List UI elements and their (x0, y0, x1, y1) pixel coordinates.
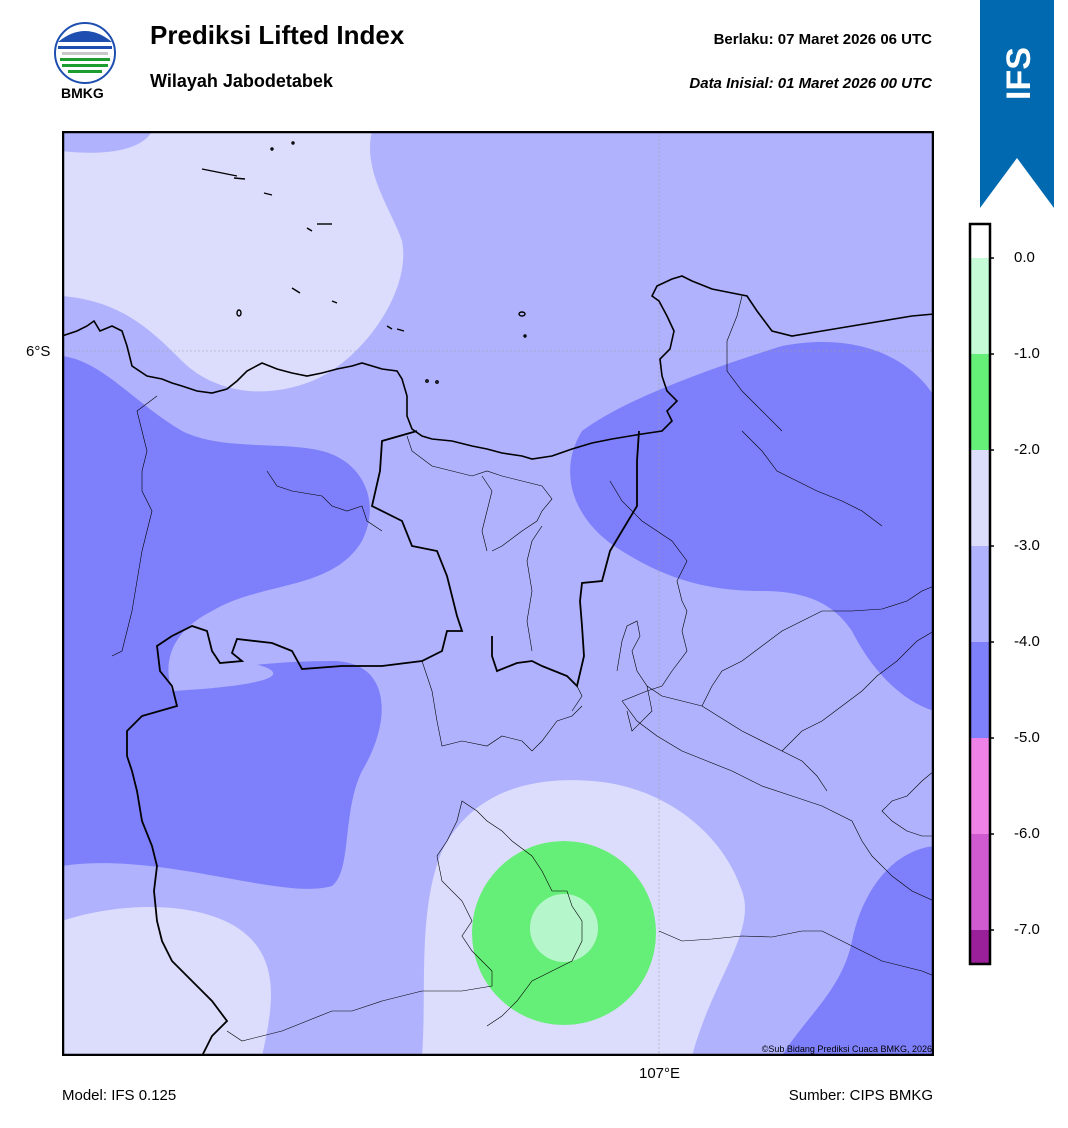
field-minus2-minus3-core (530, 894, 598, 962)
regency-boundaries (111, 295, 934, 1042)
colorbar-tick-label: -2.0 (1014, 441, 1040, 458)
field-above-minus3-southwest (62, 907, 271, 1056)
source-label: Sumber: CIPS BMKG (788, 1087, 933, 1104)
map-credit: ©Sub Bidang Prediksi Cuaca BMKG, 2026 (761, 1044, 932, 1054)
longitude-label: 107°E (639, 1065, 681, 1082)
page-title: Prediksi Lifted Index (150, 20, 405, 50)
colorbar-segment (970, 258, 990, 354)
colorbar-tick-label: -1.0 (1014, 345, 1040, 362)
province-boundary-jakarta (491, 430, 640, 688)
page-subtitle: Wilayah Jabodetabek (150, 71, 333, 91)
colorbar-segment (970, 354, 990, 450)
logo-label: BMKG (61, 85, 104, 101)
colorbar-segment (970, 834, 990, 930)
initial-time: Data Inisial: 01 Maret 2026 00 UTC (689, 75, 932, 92)
colorbar-segment (970, 450, 990, 546)
coastline (62, 275, 934, 460)
colorbar-tick-label: -3.0 (1014, 537, 1040, 554)
lifted-index-map (62, 131, 934, 1056)
colorbar-segment (970, 546, 990, 642)
field-minus4-minus5-southeast (782, 846, 934, 1056)
latitude-label: 6°S (26, 343, 51, 360)
bmkg-logo (54, 22, 116, 84)
colorbar-segment (970, 224, 990, 258)
colorbar-tick-label: 0.0 (1014, 249, 1035, 266)
ifs-badge-text: IFS (1000, 47, 1038, 100)
valid-time: Berlaku: 07 Maret 2026 06 UTC (713, 31, 932, 48)
model-label: Model: IFS 0.125 (62, 1087, 177, 1104)
colorbar-segment (970, 642, 990, 738)
colorbar-segment (970, 930, 990, 964)
thousand-islands (201, 141, 527, 384)
colorbar-segment (970, 738, 990, 834)
colorbar-tick-label: -4.0 (1014, 633, 1040, 650)
colorbar (968, 222, 994, 966)
field-above-minus3-north (62, 131, 404, 392)
ifs-badge: IFS (980, 0, 1054, 208)
colorbar-tick-label: -7.0 (1014, 921, 1040, 938)
colorbar-tick-label: -5.0 (1014, 729, 1040, 746)
field-minus4-minus5-east (570, 342, 934, 711)
province-boundary-banten (126, 430, 464, 1056)
colorbar-tick-label: -6.0 (1014, 825, 1040, 842)
